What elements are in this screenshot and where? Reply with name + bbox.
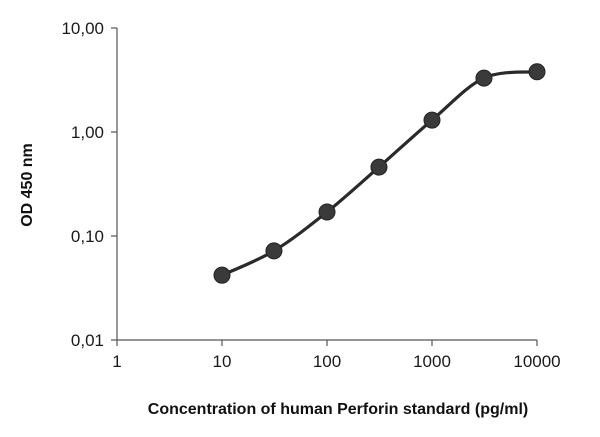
y-tick-label: 0,10 xyxy=(71,227,104,246)
x-tick-label: 100 xyxy=(313,352,341,371)
data-point xyxy=(423,111,441,129)
x-tick-label: 1 xyxy=(112,352,121,371)
y-tick-label: 1,00 xyxy=(71,123,104,142)
x-axis-title: Concentration of human Perforin standard… xyxy=(148,401,528,418)
y-tick-label: 10,00 xyxy=(61,19,104,38)
data-point xyxy=(528,63,546,81)
data-point xyxy=(370,158,388,176)
x-tick-label: 10000 xyxy=(513,352,560,371)
y-tick-label: 0,01 xyxy=(71,331,104,350)
data-point xyxy=(213,266,231,284)
x-tick-label: 10 xyxy=(213,352,232,371)
y-axis-title: OD 450 nm xyxy=(19,143,36,227)
x-tick-label: 1000 xyxy=(413,352,451,371)
data-point xyxy=(475,69,493,87)
data-point xyxy=(318,203,336,221)
data-point xyxy=(265,242,283,260)
plot-area: 1 10 100 1000 10000 0,01 0,10 1,00 10,00 xyxy=(61,19,560,371)
